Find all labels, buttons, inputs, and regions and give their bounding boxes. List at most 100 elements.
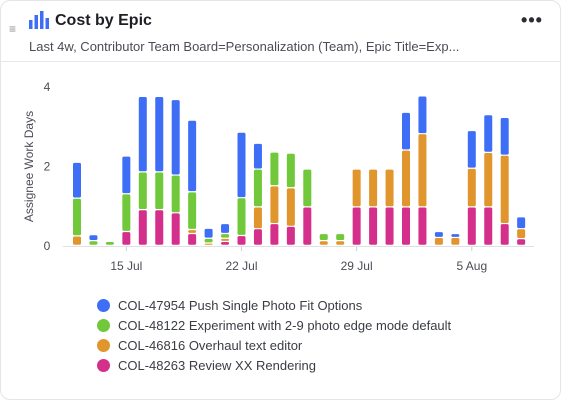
- legend-color-swatch: [97, 319, 110, 332]
- bar-segment[interactable]: [221, 234, 230, 238]
- bar-segment[interactable]: [418, 207, 427, 245]
- bar-chart-icon: [29, 11, 49, 29]
- bar-segment[interactable]: [369, 169, 378, 207]
- bar-segment[interactable]: [434, 238, 443, 245]
- bar-segment[interactable]: [188, 192, 197, 229]
- x-tick-label: 15 Jul: [110, 259, 142, 273]
- legend-color-swatch: [97, 299, 110, 312]
- bar-segment[interactable]: [467, 168, 476, 207]
- bar-segment[interactable]: [105, 242, 114, 245]
- bar-segment[interactable]: [434, 232, 443, 237]
- bar-segment[interactable]: [253, 143, 262, 169]
- bar-segment[interactable]: [221, 238, 230, 241]
- legend-label: COL-48263 Review XX Rendering: [118, 358, 316, 373]
- widget-filter-summary[interactable]: Last 4w, Contributor Team Board=Personal…: [29, 39, 460, 54]
- bar-segment[interactable]: [155, 210, 164, 245]
- bar-segment[interactable]: [253, 207, 262, 229]
- bar-segment[interactable]: [484, 152, 493, 207]
- bar-segment[interactable]: [319, 234, 328, 241]
- bar-segment[interactable]: [73, 236, 81, 245]
- bar-segment[interactable]: [286, 188, 295, 226]
- bar-segment[interactable]: [451, 238, 460, 245]
- bar-segment[interactable]: [336, 241, 345, 245]
- bar-segment[interactable]: [138, 172, 147, 210]
- bar-segment[interactable]: [270, 152, 279, 186]
- widget-header: ≡ Cost by Epic Last 4w, Contributor Team…: [1, 1, 560, 62]
- bar-segment[interactable]: [451, 234, 460, 237]
- stacked-bar-chart: 0 2 4 Assignee Work Days 15 Jul 22 Jul 29 Jul 5…: [22, 80, 534, 273]
- bar-segment[interactable]: [171, 213, 180, 245]
- bar-segment[interactable]: [89, 235, 98, 241]
- bar-segment[interactable]: [484, 207, 493, 245]
- bar-segment[interactable]: [418, 96, 427, 134]
- bar-segment[interactable]: [500, 224, 509, 245]
- bar-segment[interactable]: [155, 96, 164, 172]
- bar-segment[interactable]: [352, 169, 361, 207]
- x-tick-label: 22 Jul: [225, 259, 257, 273]
- legend-color-swatch: [97, 339, 110, 352]
- bar-segment[interactable]: [138, 96, 147, 172]
- bar-segment[interactable]: [467, 207, 476, 245]
- y-tick-label: 2: [44, 160, 51, 174]
- bar-segment[interactable]: [385, 207, 394, 245]
- bar-segment[interactable]: [253, 229, 262, 245]
- bar-segment[interactable]: [336, 234, 345, 241]
- bar-segment[interactable]: [402, 112, 410, 150]
- bar-segment[interactable]: [188, 234, 197, 245]
- legend-label: COL-47954 Push Single Photo Fit Options: [118, 298, 363, 313]
- bar-segment[interactable]: [418, 134, 427, 207]
- bar-segment[interactable]: [352, 207, 361, 245]
- x-tick-label: 29 Jul: [341, 259, 373, 273]
- bar-segment[interactable]: [73, 162, 81, 198]
- bar-segment[interactable]: [221, 242, 230, 245]
- bar-segment[interactable]: [303, 207, 312, 245]
- y-tick-label: 4: [44, 80, 51, 94]
- bar-segment[interactable]: [122, 232, 131, 245]
- bar-segment[interactable]: [286, 226, 295, 245]
- bar-segment[interactable]: [319, 241, 328, 245]
- bar-segment[interactable]: [204, 228, 213, 238]
- bar-segment[interactable]: [467, 131, 476, 168]
- legend-color-swatch: [97, 359, 110, 372]
- x-tick-label: 5 Aug: [456, 259, 487, 273]
- bar-segment[interactable]: [270, 186, 279, 223]
- bar-segment[interactable]: [500, 155, 509, 223]
- bar-segment[interactable]: [517, 229, 526, 239]
- widget-title: Cost by Epic: [55, 12, 152, 29]
- bar-segment[interactable]: [237, 132, 246, 198]
- bar-segment[interactable]: [517, 217, 526, 229]
- bar-segment[interactable]: [122, 194, 131, 231]
- bar-segment[interactable]: [237, 198, 246, 235]
- bar-segment[interactable]: [369, 207, 378, 245]
- legend-label: COL-46816 Overhaul text editor: [118, 338, 303, 353]
- bar-segment[interactable]: [204, 243, 213, 245]
- bar-segment[interactable]: [237, 236, 246, 245]
- more-options-button[interactable]: •••: [521, 10, 543, 30]
- bar-segment[interactable]: [204, 238, 213, 243]
- y-tick-label: 0: [44, 239, 51, 253]
- bar-segment[interactable]: [286, 153, 295, 188]
- bar-segment[interactable]: [138, 210, 147, 245]
- bar-segment[interactable]: [73, 198, 81, 236]
- y-axis-label: Assignee Work Days: [22, 111, 36, 222]
- bar-segment[interactable]: [303, 169, 312, 207]
- bar-segment[interactable]: [484, 115, 493, 152]
- bar-segment[interactable]: [500, 118, 509, 155]
- bar-segment[interactable]: [171, 175, 180, 213]
- bar-segment[interactable]: [155, 172, 164, 210]
- bar-segment[interactable]: [270, 224, 279, 245]
- bar-segment[interactable]: [221, 224, 230, 233]
- drag-handle-icon[interactable]: ≡: [9, 22, 17, 36]
- bar-segment[interactable]: [517, 239, 526, 245]
- bar-segment[interactable]: [402, 150, 410, 207]
- bar-segment[interactable]: [89, 241, 98, 245]
- bar-segment[interactable]: [402, 207, 410, 245]
- bar-segment[interactable]: [122, 156, 131, 194]
- bar-segment[interactable]: [188, 120, 197, 192]
- bar-segment[interactable]: [253, 169, 262, 207]
- legend-label: COL-48122 Experiment with 2-9 photo edge…: [118, 318, 452, 333]
- bar-segment[interactable]: [171, 100, 180, 175]
- bar-segment[interactable]: [385, 169, 394, 207]
- bar-segment[interactable]: [188, 230, 197, 233]
